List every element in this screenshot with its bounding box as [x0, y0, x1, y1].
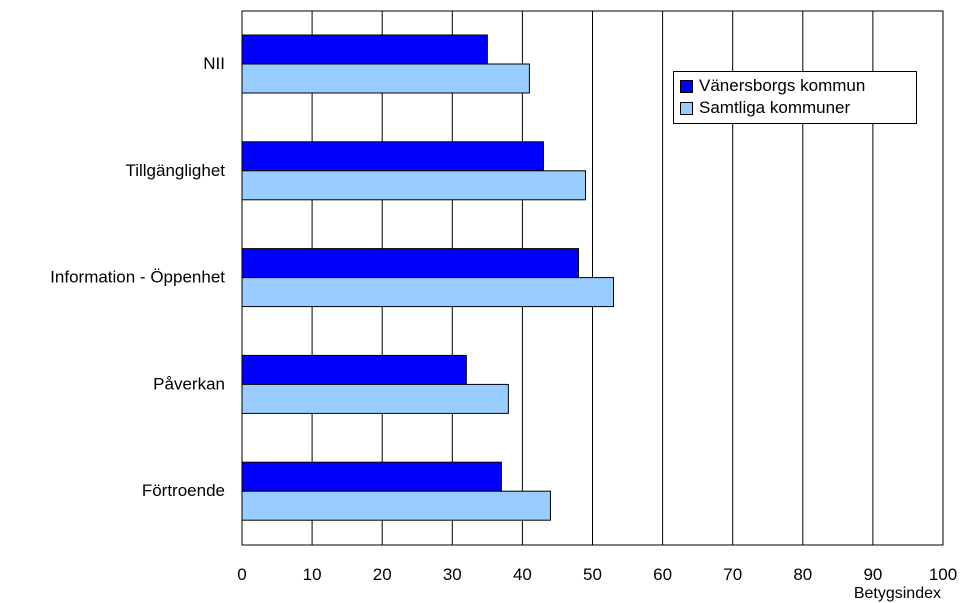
x-tick-labels: 0 10 20 30 40 50 60 70 80 90 100 — [237, 565, 957, 584]
legend: Vänersborgs kommun Samtliga kommuner — [673, 71, 917, 124]
plot-border — [241, 10, 944, 546]
x-tick-label-20: 20 — [373, 565, 392, 584]
bar-information-ppenhet-series-2 — [241, 277, 615, 308]
bar-p-verkan-series-2 — [241, 383, 509, 414]
bar-f-rtroende-series-1 — [241, 461, 502, 492]
legend-swatch-samtliga — [680, 101, 693, 115]
category-label-nii: NII — [203, 54, 225, 73]
x-tick-label-50: 50 — [583, 565, 602, 584]
x-tick-label-80: 80 — [793, 565, 812, 584]
bar-tillg-nglighet-series-1 — [241, 141, 544, 172]
bar-nii-series-2 — [241, 63, 530, 94]
legend-item-vanersborg: Vänersborgs kommun — [680, 75, 916, 97]
bar-nii-series-1 — [241, 34, 488, 65]
legend-swatch-vanersborg — [680, 79, 693, 93]
bar-tillg-nglighet-series-2 — [241, 170, 586, 201]
x-tick-label-30: 30 — [443, 565, 462, 584]
x-tick-label-100: 100 — [929, 565, 957, 584]
category-labels: NII Tillgänglighet Information - Öppenhet P… — [50, 54, 225, 500]
legend-label-samtliga: Samtliga kommuner — [699, 98, 851, 117]
plot-frame — [241, 10, 944, 546]
x-tick-label-90: 90 — [863, 565, 882, 584]
x-tick-label-40: 40 — [513, 565, 532, 584]
x-tick-label-70: 70 — [723, 565, 742, 584]
category-label-p-verkan: Påverkan — [153, 374, 225, 393]
category-label-information-ppenhet: Information - Öppenhet — [50, 268, 225, 287]
x-tick-label-0: 0 — [237, 565, 246, 584]
legend-item-samtliga: Samtliga kommuner — [680, 97, 916, 119]
x-tick-label-10: 10 — [303, 565, 322, 584]
x-axis-label: Betygsindex — [854, 585, 941, 602]
bars — [241, 34, 615, 521]
bar-f-rtroende-series-2 — [241, 490, 551, 521]
legend-label-vanersborg: Vänersborgs kommun — [699, 76, 866, 95]
x-tick-label-60: 60 — [653, 565, 672, 584]
bar-p-verkan-series-1 — [241, 354, 467, 385]
category-label-tillg-nglighet: Tillgänglighet — [125, 161, 225, 180]
category-label-f-rtroende: Förtroende — [142, 481, 225, 500]
bar-information-ppenhet-series-1 — [241, 248, 579, 279]
